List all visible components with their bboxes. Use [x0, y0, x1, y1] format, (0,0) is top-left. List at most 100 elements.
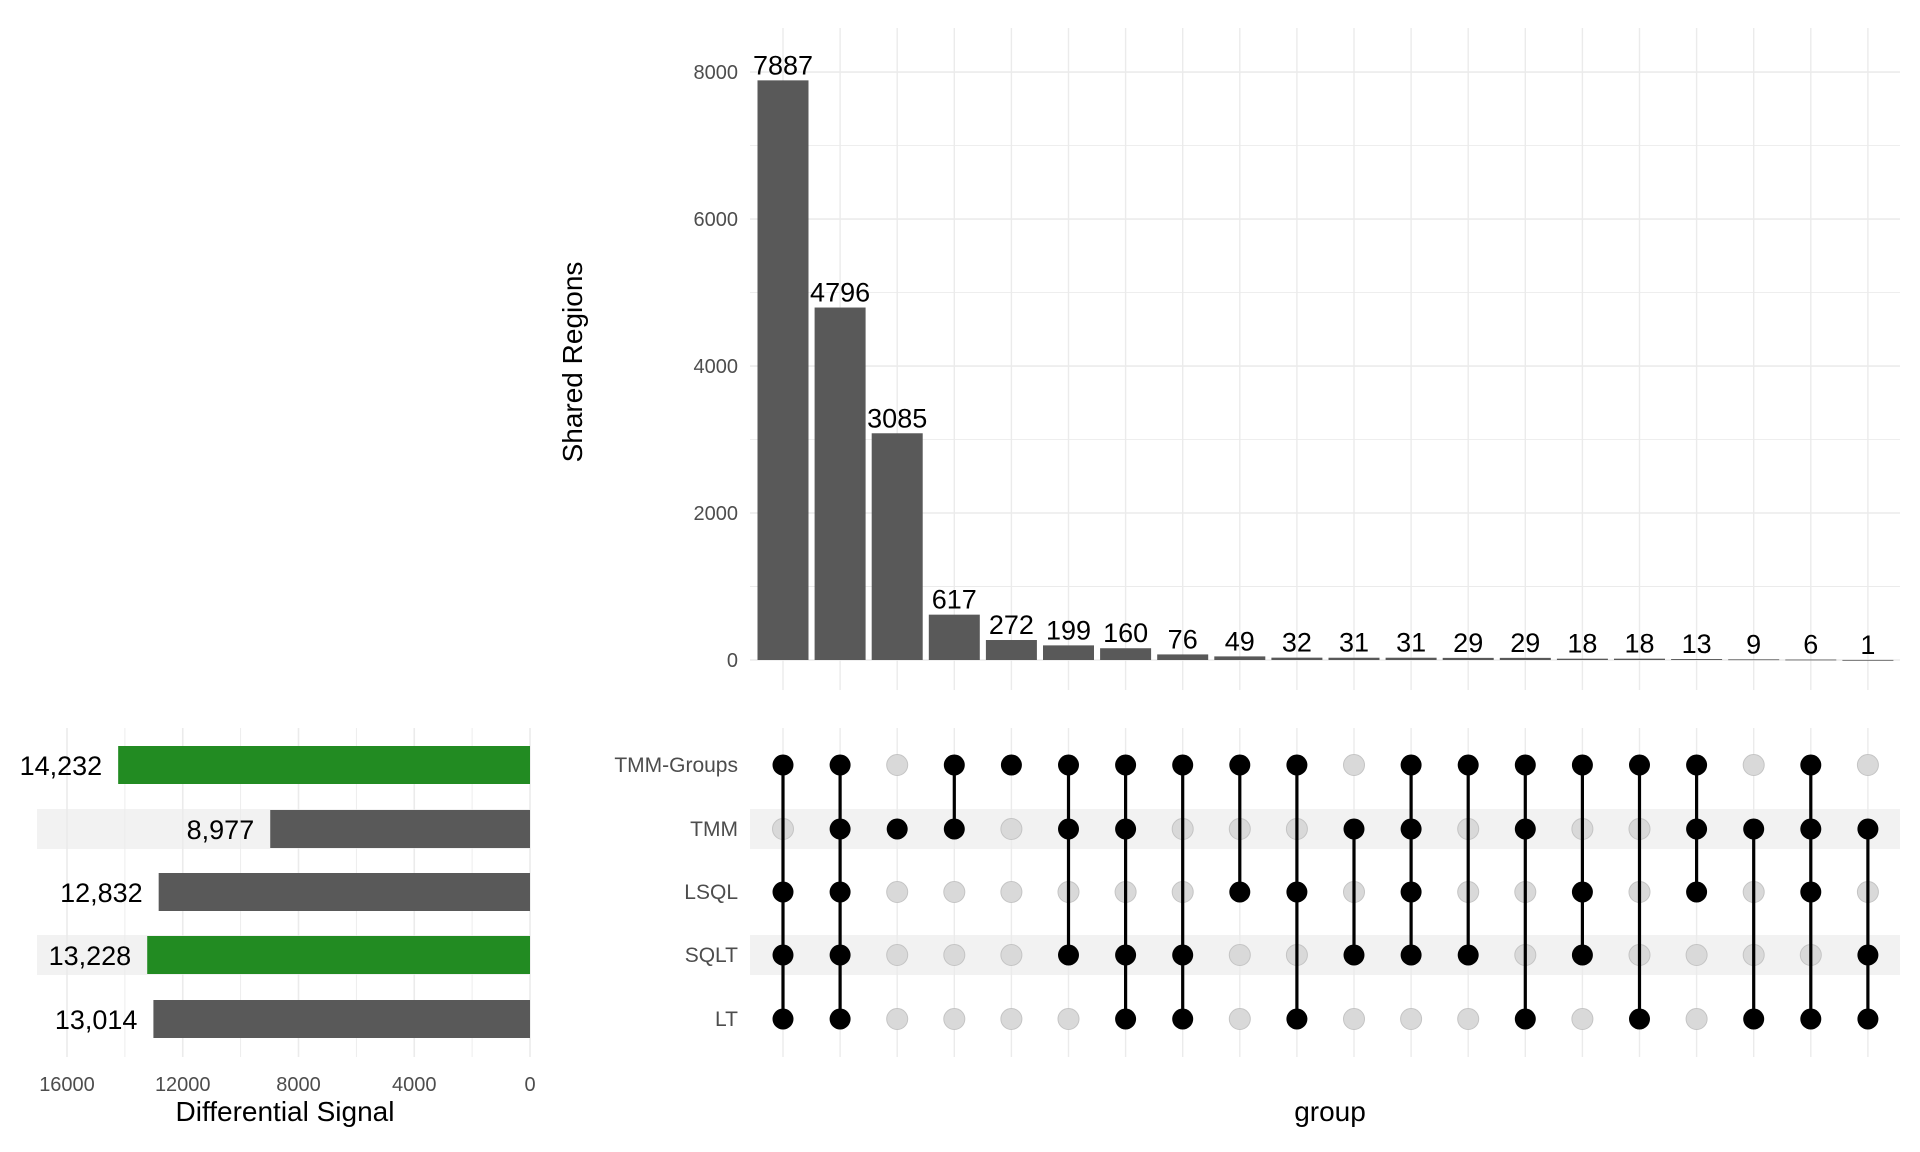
matrix-dot-on	[1115, 818, 1137, 840]
set-labels: TMM-Groups TMM LSQL SQLT LT	[614, 754, 738, 1031]
set-label: TMM-Groups	[614, 754, 738, 777]
set-size-label: 13,014	[55, 1005, 138, 1035]
intersection-bar-label: 49	[1225, 626, 1255, 656]
set-size-tick-label: 4000	[392, 1074, 437, 1096]
matrix-dot-on	[886, 818, 908, 840]
set-label: LSQL	[684, 881, 738, 904]
matrix-dot-off	[943, 1008, 966, 1030]
intersection-bar-label: 29	[1510, 628, 1540, 658]
matrix-axis-title: group	[1294, 1096, 1366, 1127]
matrix-dot-on	[1571, 754, 1593, 776]
set-size-tick-label: 12000	[155, 1074, 211, 1096]
intersection-bar	[1271, 657, 1323, 660]
matrix-dot-on	[1629, 754, 1650, 776]
matrix-dot-on	[772, 944, 794, 966]
y-tick-label: 8000	[694, 62, 739, 84]
matrix-dot-off	[1742, 754, 1765, 776]
matrix-dot-on	[1800, 754, 1822, 776]
intersection-bar	[1614, 658, 1665, 660]
y-tick-label: 2000	[694, 503, 739, 525]
matrix-dot-on	[1857, 1008, 1879, 1030]
matrix-dot-on	[1514, 1008, 1536, 1030]
intersection-bar	[1442, 657, 1494, 660]
matrix-dot-off	[1343, 754, 1365, 776]
intersection-bar-label: 76	[1168, 624, 1198, 654]
intersection-bar	[1728, 659, 1780, 661]
set-size-bar	[147, 936, 530, 974]
matrix-dot-on	[1343, 944, 1365, 966]
matrix-dot-on	[1000, 754, 1022, 776]
matrix-dot-off	[1571, 1008, 1594, 1030]
set-size-bars: 14,232 8,977 12,832 13,228 13,014	[20, 746, 530, 1038]
matrix-dot-on	[1457, 944, 1479, 966]
matrix-dot-off	[943, 944, 966, 966]
matrix-dot-off	[1000, 818, 1023, 840]
intersection-bar-label: 1	[1860, 630, 1875, 660]
matrix-dot-on	[1172, 754, 1194, 776]
matrix-dot-on	[943, 754, 965, 776]
matrix-dot-on	[829, 944, 851, 966]
matrix-dot-on	[1229, 754, 1251, 776]
matrix-dot-off	[1685, 944, 1708, 966]
intersection-bar-label: 9	[1746, 629, 1761, 659]
intersection-bar-label: 6	[1803, 630, 1818, 660]
matrix-dot-on	[943, 818, 965, 840]
matrix-dot-on	[1172, 944, 1194, 966]
set-size-label: 14,232	[20, 751, 103, 781]
matrix-dot-on	[1800, 881, 1822, 903]
set-label: TMM	[690, 818, 738, 841]
intersection-bar	[1157, 654, 1209, 660]
matrix-dot-off	[1000, 881, 1023, 903]
matrix-dot-off	[1457, 1008, 1480, 1030]
intersection-bar	[814, 307, 866, 660]
set-size-tick-label: 0	[524, 1074, 535, 1096]
matrix-dot-on	[1629, 1008, 1650, 1030]
intersection-bar-label: 160	[1103, 618, 1148, 648]
matrix-dot-on	[1743, 818, 1765, 840]
matrix-dot-off	[1685, 1008, 1708, 1030]
matrix-dot-on	[1229, 881, 1251, 903]
intersection-bar	[1328, 657, 1380, 660]
matrix-dot-on	[1286, 754, 1308, 776]
matrix-dot-off	[886, 881, 909, 903]
matrix-dot-on	[1857, 818, 1879, 840]
y-axis-ticks: 0 2000 4000 6000 8000	[694, 62, 739, 672]
set-label: LT	[715, 1008, 738, 1031]
intersection-bar	[985, 640, 1037, 660]
set-size-bar	[118, 746, 530, 784]
matrix-dot-on	[1115, 754, 1137, 776]
matrix-dot-off	[1000, 1008, 1023, 1030]
matrix-row-stripe	[750, 935, 1900, 975]
intersection-bar	[1385, 657, 1437, 660]
matrix-dot-on	[829, 881, 851, 903]
matrix-dot-on	[1457, 754, 1479, 776]
matrix-dot-on	[1571, 944, 1593, 966]
set-size-label: 12,832	[60, 878, 143, 908]
intersection-bar-label: 7887	[753, 50, 813, 80]
intersection-bar-label: 272	[989, 610, 1034, 640]
matrix-dot-off	[1228, 944, 1251, 966]
intersection-bar	[871, 433, 923, 660]
matrix-dot-off	[886, 754, 909, 776]
y-axis-title: Shared Regions	[557, 262, 588, 463]
matrix-dot-on	[772, 754, 794, 776]
intersection-bar	[1214, 656, 1266, 660]
set-size-axis-ticks: 16000 12000 8000 4000 0	[39, 1074, 535, 1096]
matrix-dot-on	[1400, 944, 1422, 966]
matrix-dot-on	[1115, 1008, 1137, 1030]
y-tick-label: 0	[727, 650, 738, 672]
matrix-dot-off	[1000, 944, 1023, 966]
matrix-dot-on	[1286, 1008, 1308, 1030]
intersection-bar	[1671, 659, 1723, 660]
set-size-bar	[270, 810, 530, 848]
intersection-bar-label: 18	[1624, 629, 1654, 659]
matrix-dot-on	[1514, 818, 1536, 840]
set-size-bar	[153, 1000, 530, 1038]
matrix-dot-on	[829, 754, 851, 776]
matrix-dot-off	[886, 944, 909, 966]
intersection-bar-label: 18	[1567, 629, 1597, 659]
intersection-bar-label: 32	[1282, 628, 1312, 658]
intersection-bar	[1100, 648, 1152, 660]
intersection-bar-label: 3085	[867, 403, 927, 433]
set-label: SQLT	[685, 944, 738, 967]
